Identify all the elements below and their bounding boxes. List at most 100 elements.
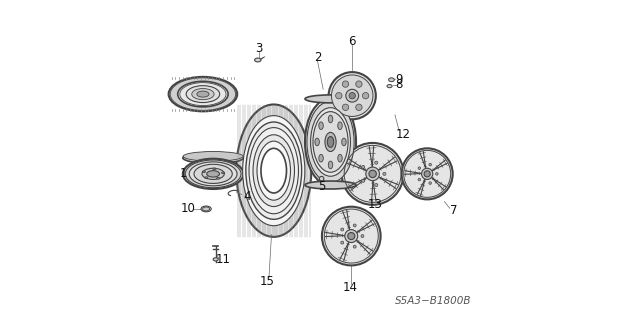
Ellipse shape <box>202 171 205 173</box>
Circle shape <box>345 230 358 242</box>
Circle shape <box>342 104 349 110</box>
Text: 4: 4 <box>243 190 250 203</box>
Ellipse shape <box>387 85 392 88</box>
Circle shape <box>353 245 356 248</box>
Ellipse shape <box>313 112 348 172</box>
Circle shape <box>362 179 365 182</box>
Circle shape <box>362 93 369 99</box>
Text: 5: 5 <box>318 180 325 193</box>
Circle shape <box>356 81 362 87</box>
Circle shape <box>366 167 380 181</box>
Ellipse shape <box>180 83 226 106</box>
Text: 9: 9 <box>396 73 403 85</box>
Ellipse shape <box>202 168 224 179</box>
Circle shape <box>375 161 378 164</box>
Ellipse shape <box>203 207 210 211</box>
Text: 13: 13 <box>367 198 382 211</box>
Ellipse shape <box>319 176 324 181</box>
Text: 3: 3 <box>255 42 262 55</box>
Circle shape <box>383 172 386 175</box>
Circle shape <box>353 224 356 227</box>
Ellipse shape <box>186 86 220 103</box>
Ellipse shape <box>207 171 220 177</box>
Text: 15: 15 <box>259 275 274 288</box>
Ellipse shape <box>236 105 311 237</box>
Ellipse shape <box>189 162 237 186</box>
Ellipse shape <box>327 137 333 147</box>
Ellipse shape <box>249 128 298 214</box>
Ellipse shape <box>185 160 241 188</box>
Circle shape <box>429 163 431 166</box>
Ellipse shape <box>216 177 220 179</box>
Ellipse shape <box>257 141 291 200</box>
Ellipse shape <box>194 164 232 183</box>
Text: 10: 10 <box>181 203 196 215</box>
Ellipse shape <box>338 154 342 162</box>
Ellipse shape <box>305 95 356 103</box>
Text: 7: 7 <box>449 204 457 217</box>
Ellipse shape <box>183 159 243 189</box>
Circle shape <box>335 93 342 99</box>
Circle shape <box>436 173 438 175</box>
Text: 6: 6 <box>348 35 356 48</box>
Ellipse shape <box>319 122 323 130</box>
Circle shape <box>328 72 376 119</box>
Ellipse shape <box>170 78 236 110</box>
Text: 8: 8 <box>396 78 403 91</box>
Circle shape <box>332 75 373 116</box>
Circle shape <box>429 182 431 184</box>
Ellipse shape <box>213 258 218 261</box>
Circle shape <box>342 143 404 205</box>
Ellipse shape <box>253 135 294 207</box>
Circle shape <box>418 167 420 169</box>
Circle shape <box>422 168 433 180</box>
Ellipse shape <box>325 132 336 152</box>
Circle shape <box>340 228 344 231</box>
Ellipse shape <box>243 116 305 226</box>
Ellipse shape <box>319 154 323 162</box>
Circle shape <box>402 148 452 199</box>
Circle shape <box>375 183 378 187</box>
Ellipse shape <box>178 81 228 107</box>
Circle shape <box>342 81 349 87</box>
Text: 2: 2 <box>314 51 321 64</box>
Circle shape <box>356 104 362 110</box>
Ellipse shape <box>342 138 346 146</box>
Ellipse shape <box>168 77 237 111</box>
Ellipse shape <box>183 152 243 164</box>
Ellipse shape <box>205 177 208 178</box>
Ellipse shape <box>388 78 394 82</box>
Ellipse shape <box>305 181 356 189</box>
Ellipse shape <box>310 108 351 176</box>
Ellipse shape <box>307 101 354 182</box>
Ellipse shape <box>221 172 225 174</box>
Text: S5A3−B1800B: S5A3−B1800B <box>395 296 472 306</box>
Ellipse shape <box>246 122 301 219</box>
Ellipse shape <box>315 138 319 146</box>
Ellipse shape <box>201 206 211 212</box>
Text: 1: 1 <box>180 167 188 180</box>
Circle shape <box>348 233 355 240</box>
Circle shape <box>349 93 355 99</box>
Ellipse shape <box>212 168 216 170</box>
Ellipse shape <box>328 161 333 169</box>
Circle shape <box>322 207 381 265</box>
Circle shape <box>424 171 430 177</box>
Ellipse shape <box>192 89 214 100</box>
Ellipse shape <box>197 91 209 97</box>
Text: 12: 12 <box>396 128 411 141</box>
Ellipse shape <box>305 98 356 186</box>
Ellipse shape <box>255 58 261 62</box>
Ellipse shape <box>183 152 243 161</box>
Text: 11: 11 <box>216 254 231 266</box>
Ellipse shape <box>338 122 342 130</box>
Circle shape <box>418 178 420 181</box>
Circle shape <box>361 234 364 238</box>
Text: 14: 14 <box>343 281 358 294</box>
Circle shape <box>346 89 358 102</box>
Ellipse shape <box>328 115 333 123</box>
Circle shape <box>362 165 365 168</box>
Ellipse shape <box>261 148 287 193</box>
Circle shape <box>369 170 376 178</box>
Circle shape <box>340 241 344 244</box>
